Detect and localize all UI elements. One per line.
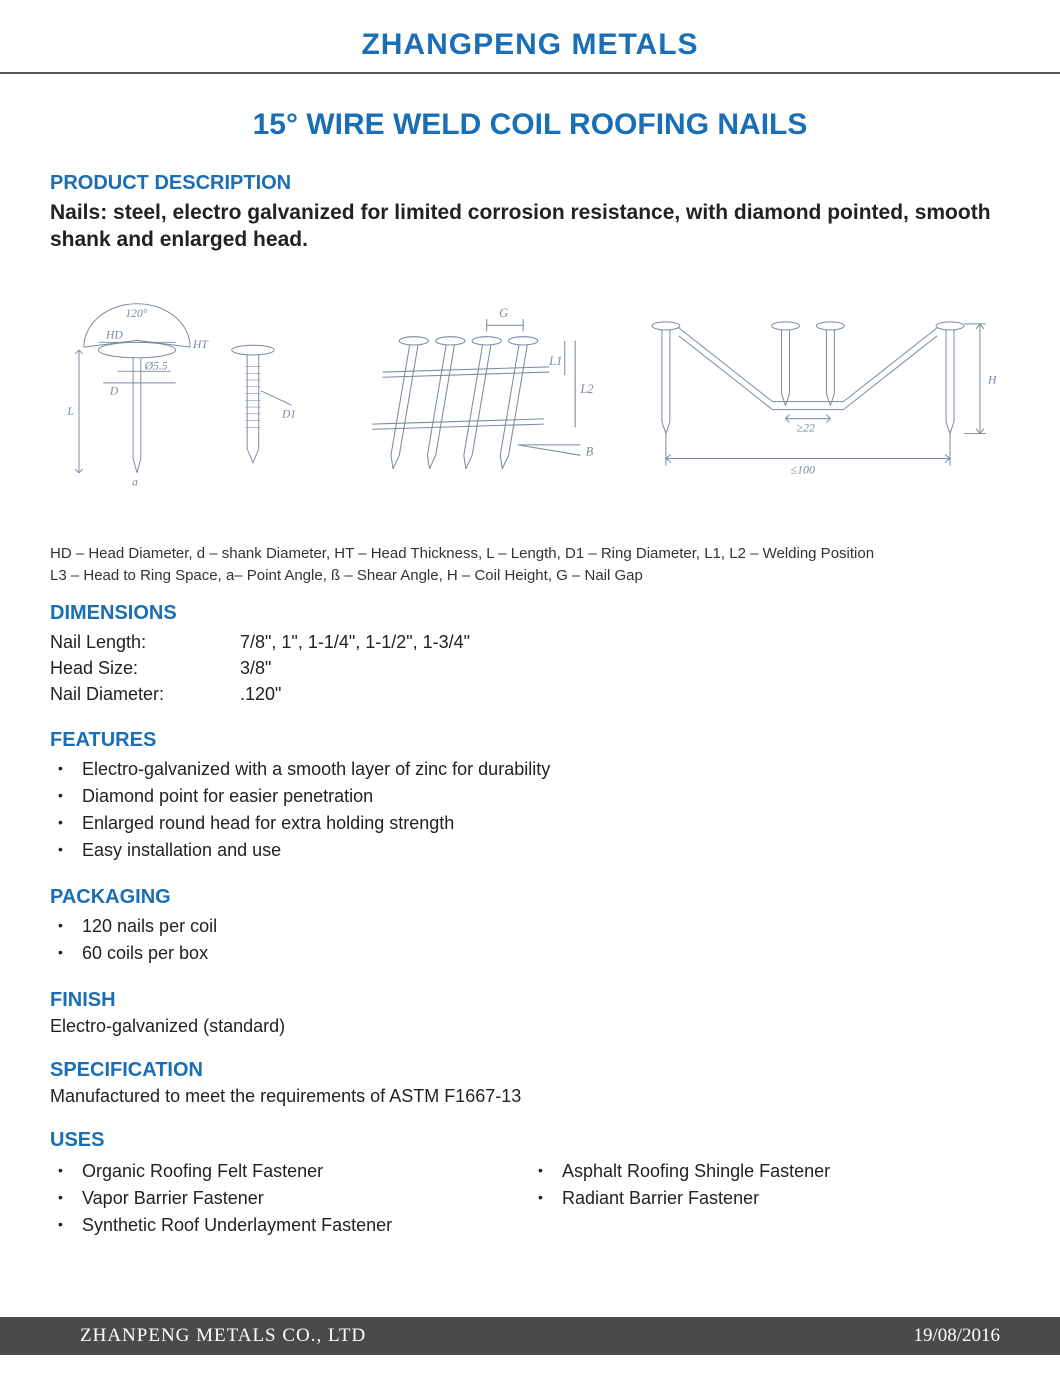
label-phi: Ø5.5 [144, 359, 168, 372]
label-ht: HT [192, 338, 209, 351]
diagram-coil-side: ≥22 ≤100 H [631, 294, 1010, 498]
diagram-coil-group: G L1 L2 B [341, 294, 612, 507]
list-item: Radiant Barrier Fastener [554, 1185, 1010, 1212]
label-d: D [109, 384, 119, 397]
features-section: FEATURES Electro-galvanized with a smoot… [50, 729, 1010, 864]
section-heading-specification: SPECIFICATION [50, 1059, 1010, 1082]
content-area: PRODUCT DESCRIPTION Nails: steel, electr… [0, 172, 1060, 1239]
label-hd: HD [105, 328, 123, 341]
label-h: H [987, 372, 998, 386]
finish-section: FINISH Electro-galvanized (standard) [50, 989, 1010, 1037]
label-le100: ≤100 [791, 462, 816, 476]
packaging-section: PACKAGING 120 nails per coil 60 coils pe… [50, 886, 1010, 967]
title-row: 15° WIRE WELD COIL ROOFING NAILS [0, 74, 1060, 172]
dim-value: 3/8" [240, 655, 271, 681]
label-l2: L2 [579, 381, 593, 395]
section-heading-uses: USES [50, 1129, 1010, 1152]
dimensions-table: Nail Length: 7/8", 1", 1-1/4", 1-1/2", 1… [50, 629, 1010, 707]
dim-value: .120" [240, 681, 281, 707]
label-ge22: ≥22 [797, 420, 816, 434]
specification-section: SPECIFICATION Manufactured to meet the r… [50, 1059, 1010, 1107]
section-heading-dimensions: DIMENSIONS [50, 602, 1010, 625]
footer-company: ZHANPENG METALS CO., LTD [80, 1325, 366, 1347]
dimensions-section: DIMENSIONS Nail Length: 7/8", 1", 1-1/4"… [50, 602, 1010, 707]
product-description-section: PRODUCT DESCRIPTION Nails: steel, electr… [50, 172, 1010, 254]
list-item: Electro-galvanized with a smooth layer o… [74, 756, 1010, 783]
dim-label: Nail Length: [50, 629, 240, 655]
list-item: Vapor Barrier Fastener [74, 1185, 530, 1212]
page-header: ZHANGPENG METALS [0, 0, 1060, 74]
section-heading-finish: FINISH [50, 989, 1010, 1012]
list-item: Organic Roofing Felt Fastener [74, 1158, 530, 1185]
page-footer: ZHANPENG METALS CO., LTD 19/08/2016 [0, 1317, 1060, 1355]
product-description-text: Nails: steel, electro galvanized for lim… [50, 199, 1010, 254]
dim-value: 7/8", 1", 1-1/4", 1-1/2", 1-3/4" [240, 629, 470, 655]
list-item: 60 coils per box [74, 940, 1010, 967]
label-angle: 120° [125, 307, 147, 320]
dim-row: Nail Length: 7/8", 1", 1-1/4", 1-1/2", 1… [50, 629, 1010, 655]
specification-text: Manufactured to meet the requirements of… [50, 1086, 1010, 1107]
legend-line1: HD – Head Diameter, d – shank Diameter, … [50, 543, 1010, 566]
label-l: L [66, 404, 73, 417]
list-item: Easy installation and use [74, 837, 1010, 864]
list-item: Synthetic Roof Underlayment Fastener [74, 1212, 530, 1239]
list-item: Enlarged round head for extra holding st… [74, 810, 1010, 837]
section-heading-packaging: PACKAGING [50, 886, 1010, 909]
label-g: G [499, 305, 508, 319]
label-b: B [585, 444, 593, 458]
packaging-list: 120 nails per coil 60 coils per box [50, 913, 1010, 967]
label-l1: L1 [548, 353, 562, 367]
finish-text: Electro-galvanized (standard) [50, 1016, 1010, 1037]
dim-label: Head Size: [50, 655, 240, 681]
list-item: 120 nails per coil [74, 913, 1010, 940]
dim-label: Nail Diameter: [50, 681, 240, 707]
company-name: ZHANGPENG METALS [0, 28, 1060, 62]
list-item: Asphalt Roofing Shingle Fastener [554, 1158, 1010, 1185]
label-a: a [132, 475, 138, 487]
dim-row: Head Size: 3/8" [50, 655, 1010, 681]
uses-col2: Asphalt Roofing Shingle Fastener Radiant… [530, 1158, 1010, 1239]
legend-line2: L3 – Head to Ring Space, a– Point Angle,… [50, 565, 1010, 588]
product-title: 15° WIRE WELD COIL ROOFING NAILS [0, 108, 1060, 142]
list-item: Diamond point for easier penetration [74, 783, 1010, 810]
section-heading-features: FEATURES [50, 729, 1010, 752]
technical-diagram-row: 120° HD HT Ø5.5 D L D1 a [50, 254, 1010, 537]
uses-col1: Organic Roofing Felt Fastener Vapor Barr… [50, 1158, 530, 1239]
diagram-legend: HD – Head Diameter, d – shank Diameter, … [50, 537, 1010, 602]
section-heading-description: PRODUCT DESCRIPTION [50, 172, 1010, 195]
label-d1: D1 [281, 407, 296, 420]
uses-section: USES Organic Roofing Felt Fastener Vapor… [50, 1129, 1010, 1239]
footer-date: 19/08/2016 [913, 1325, 1000, 1347]
diagram-nail-profile: 120° HD HT Ø5.5 D L D1 a [50, 294, 321, 492]
features-list: Electro-galvanized with a smooth layer o… [50, 756, 1010, 864]
dim-row: Nail Diameter: .120" [50, 681, 1010, 707]
uses-columns: Organic Roofing Felt Fastener Vapor Barr… [50, 1156, 1010, 1239]
